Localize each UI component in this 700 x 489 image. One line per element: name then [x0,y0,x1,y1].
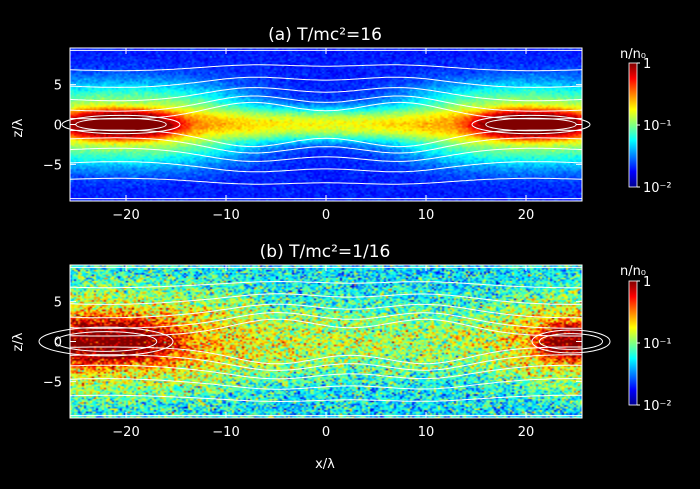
panel-a-x-ticks: −20 −10 0 10 20 [112,48,534,223]
field-line-loop [531,329,611,354]
panel-b-colorbar: n/n₀ 1 10⁻¹ 10⁻² [620,264,672,414]
panel-a-density-image [70,48,582,201]
field-line [69,64,583,72]
field-line [69,354,582,371]
field-line [69,129,583,148]
y-tick-label: −5 [43,158,62,173]
field-line-loop [539,333,603,350]
x-tick-label: −10 [212,208,239,223]
field-line [69,101,583,120]
field-line-loop [38,326,174,357]
panel-b-density-image [70,265,582,418]
panel-a-colorbar: n/n₀ 1 10⁻¹ 10⁻² [620,47,672,196]
panel-a-y-ticks: −5 0 5 [43,79,582,173]
field-line [69,378,583,390]
x-tick-label: −20 [112,425,139,440]
panel-b-colorbar-label: n/n₀ [620,264,646,279]
x-tick-label: 0 [322,208,330,223]
field-line-loop [54,331,158,352]
panel-b: (b) T/mc²=1/16 z/λ −20 −10 0 10 20 −505 x/λ … [11,242,672,472]
panel-b-x-ticks: −20 −10 0 10 20 [112,265,534,440]
y-tick-label: 0 [54,119,62,134]
panel-a-field-lines [61,49,591,200]
panel-a-colorbar-ticks: 1 10⁻¹ 10⁻² [637,57,672,196]
field-line-loop [471,114,591,135]
x-tick-label: 20 [518,208,535,223]
field-line [69,161,583,173]
y-tick-label: 5 [54,296,62,311]
panel-a-ylabel: z/λ [11,118,26,137]
colorbar-tick-label: 10⁻¹ [643,337,672,352]
field-line-loop [61,114,181,135]
field-line [69,312,582,329]
colorbar-tick-label: 1 [643,57,651,72]
panel-b-title: (b) T/mc²=1/16 [260,242,391,262]
x-tick-label: −10 [212,425,239,440]
colorbar-tick-label: 10⁻¹ [643,119,672,134]
field-line [69,281,582,289]
field-line [69,364,583,380]
panel-a-heatmap [61,47,591,202]
x-tick-label: 10 [418,208,435,223]
panel-b-colorbar-bar [628,280,638,406]
panel-b-colorbar-ticks: 1 10⁻¹ 10⁻² [637,275,672,414]
field-line [69,147,583,162]
panel-a-colorbar-bar [628,62,638,188]
panel-a-colorbar-label: n/n₀ [620,47,646,62]
field-line [69,346,582,365]
field-line [69,303,583,319]
panel-b-y-ticks: −5 0 5 [43,296,582,390]
field-line [69,318,582,337]
field-line [69,95,583,112]
field-line [69,177,583,185]
panel-b-xlabel: x/λ [315,457,335,472]
y-tick-label: 5 [54,79,62,94]
y-tick-label: −5 [43,375,62,390]
y-tick-label: 0 [54,336,62,351]
x-tick-label: −20 [112,208,139,223]
colorbar-tick-label: 1 [643,275,651,290]
panel-a: (a) T/mc²=16 z/λ −20 −10 0 10 20 −5 0 5 n/n₀ 1… [11,25,672,223]
colorbar-tick-label: 10⁻² [643,181,672,196]
field-line [69,87,583,102]
colorbar-tick-label: 10⁻² [643,399,672,414]
panel-b-heatmap [38,264,611,419]
panel-b-ylabel: z/λ [11,332,26,351]
panel-a-title: (a) T/mc²=16 [268,25,382,45]
x-tick-label: 10 [418,425,435,440]
x-tick-label: 0 [322,425,330,440]
field-line [69,394,582,402]
field-line [69,76,583,88]
x-tick-label: 20 [518,425,535,440]
field-line [69,137,583,154]
field-line [69,293,583,305]
